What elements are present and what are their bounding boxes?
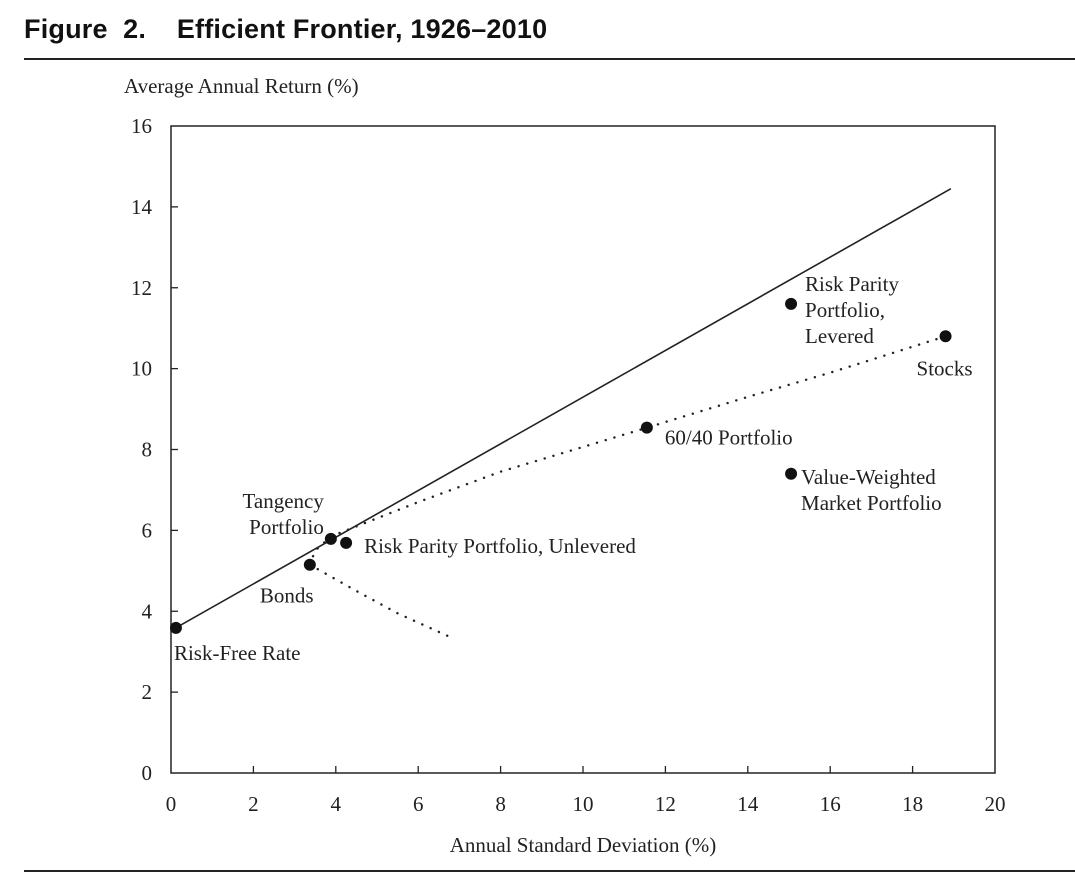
y-tick-label: 14 <box>131 195 153 219</box>
point-label-risk-parity-portfolio-levered: Portfolio, <box>805 298 885 322</box>
point-risk-parity-portfolio-levered <box>785 297 798 310</box>
point-label-stocks: Stocks <box>917 356 973 380</box>
y-tick-label: 2 <box>142 680 153 704</box>
y-tick-label: 4 <box>142 599 153 623</box>
series-lines <box>175 188 952 639</box>
plot-frame <box>170 125 996 774</box>
y-tick-label: 12 <box>131 276 152 300</box>
y-tick-label: 0 <box>142 761 153 785</box>
point-label-risk-parity-portfolio-levered: Levered <box>805 324 874 348</box>
x-tick-label: 2 <box>248 792 259 816</box>
x-axis-label: Annual Standard Deviation (%) <box>450 833 717 857</box>
point-label-tangency-portfolio: Tangency <box>243 489 325 513</box>
point-label-risk-parity-portfolio-unlevered: Risk Parity Portfolio, Unlevered <box>364 534 636 558</box>
x-tick-label: 20 <box>985 792 1006 816</box>
point-bonds <box>303 558 316 571</box>
y-tick-label: 6 <box>142 518 153 542</box>
y-tick-label: 16 <box>131 114 152 138</box>
point-label-value-weighted-market-portfolio: Market Portfolio <box>801 491 942 515</box>
point-risk-parity-portfolio-unlevered <box>340 536 353 549</box>
x-tick-label: 16 <box>820 792 841 816</box>
figure-title: Figure 2. Efficient Frontier, 1926–2010 <box>24 14 548 44</box>
point-label-tangency-portfolio: Portfolio <box>249 515 324 539</box>
efficient-frontier-line <box>308 335 947 566</box>
x-tick-label: 8 <box>495 792 506 816</box>
point-stocks <box>939 330 952 343</box>
point-label-risk-parity-portfolio-levered: Risk Parity <box>805 272 899 296</box>
y-tick-label: 10 <box>131 357 152 381</box>
x-tick-label: 4 <box>331 792 342 816</box>
axis-ticks: 0 2 4 6 8 10 12 14 16 18 20 0 2 4 6 8 10 12 14 16 <box>131 114 1006 816</box>
point-label-60-40-portfolio: 60/40 Portfolio <box>665 426 793 450</box>
x-tick-label: 14 <box>737 792 759 816</box>
x-tick-label: 0 <box>166 792 177 816</box>
top-rule <box>24 58 1075 60</box>
bottom-rule <box>24 870 1075 872</box>
y-tick-label: 8 <box>142 438 153 462</box>
point-risk-free-rate <box>169 621 182 634</box>
point-label-risk-free-rate: Risk-Free Rate <box>174 641 301 665</box>
x-tick-label: 12 <box>655 792 676 816</box>
x-tick-label: 6 <box>413 792 424 816</box>
efficient-frontier-line <box>308 563 453 639</box>
capital-market-line <box>175 188 952 629</box>
x-tick-label: 10 <box>573 792 594 816</box>
point-tangency-portfolio <box>324 532 337 545</box>
point-label-bonds: Bonds <box>260 584 314 608</box>
y-axis-label: Average Annual Return (%) <box>124 74 359 98</box>
point-label-value-weighted-market-portfolio: Value-Weighted <box>801 465 936 489</box>
point-60-40-portfolio <box>640 421 653 434</box>
point-value-weighted-market-portfolio <box>785 467 798 480</box>
x-tick-label: 18 <box>902 792 923 816</box>
